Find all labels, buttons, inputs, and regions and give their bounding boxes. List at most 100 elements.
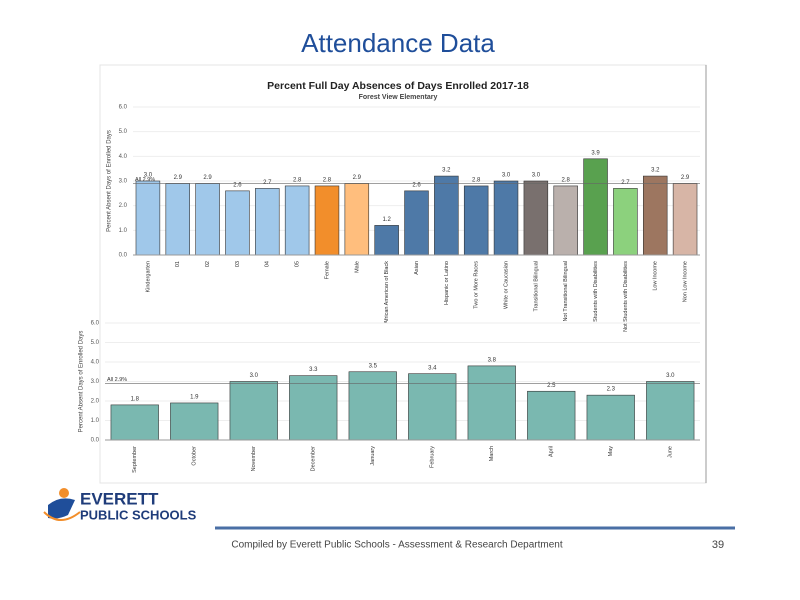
y-tick-label: 6.0 bbox=[91, 321, 100, 327]
bar bbox=[613, 188, 638, 256]
x-tick-label: February bbox=[430, 446, 436, 468]
x-tick-label: 05 bbox=[295, 261, 301, 267]
y-tick-label: 0.0 bbox=[91, 438, 100, 444]
chart-subtitle: Forest View Elementary bbox=[359, 94, 438, 101]
data-label: 1.2 bbox=[382, 217, 391, 223]
x-tick-label: Transitional Bilingual bbox=[533, 261, 539, 312]
bar bbox=[255, 188, 280, 256]
x-tick-label: Low Income bbox=[653, 261, 659, 291]
y-tick-label: 3.0 bbox=[119, 179, 128, 185]
x-tick-label: Male bbox=[354, 261, 360, 273]
bar bbox=[314, 185, 340, 256]
bar bbox=[110, 404, 159, 441]
bar bbox=[586, 394, 635, 441]
bar bbox=[408, 373, 457, 441]
bar bbox=[583, 158, 608, 256]
x-tick-label: April bbox=[549, 446, 555, 457]
x-tick-label: 04 bbox=[265, 261, 271, 267]
data-label: 2.7 bbox=[263, 180, 272, 186]
data-label: 2.8 bbox=[323, 178, 332, 184]
x-tick-label: June bbox=[668, 446, 674, 458]
footer: Compiled by Everett Public Schools - Ass… bbox=[231, 540, 562, 551]
chart-title: Percent Full Day Absences of Days Enroll… bbox=[267, 80, 529, 92]
bar bbox=[434, 175, 459, 256]
y-tick-label: 6.0 bbox=[119, 105, 128, 111]
x-tick-label: Female bbox=[324, 261, 330, 279]
reference-label: All 2.9% bbox=[107, 377, 127, 383]
data-label: 3.8 bbox=[488, 357, 497, 363]
x-tick-label: Kindergarten bbox=[145, 261, 151, 293]
logo-figure bbox=[48, 498, 75, 519]
data-label: 1.9 bbox=[190, 395, 199, 401]
bar bbox=[523, 180, 549, 256]
bar bbox=[225, 190, 250, 256]
data-label: 2.8 bbox=[472, 178, 481, 184]
y-tick-label: 1.0 bbox=[91, 418, 100, 424]
y-tick-label: 2.0 bbox=[91, 399, 100, 405]
data-label: 2.9 bbox=[353, 175, 362, 181]
x-tick-label: Two or More Races bbox=[474, 261, 480, 309]
logo-text: EVERETT bbox=[80, 489, 159, 508]
logo: EVERETT PUBLIC SCHOOLS bbox=[43, 488, 197, 522]
x-tick-label: November bbox=[251, 446, 257, 472]
y-tick-label: 5.0 bbox=[91, 340, 100, 346]
bar bbox=[553, 185, 578, 256]
bar bbox=[289, 375, 338, 441]
data-label: 2.6 bbox=[233, 182, 242, 188]
x-tick-label: Hispanic or Latino bbox=[444, 261, 450, 305]
data-label: 3.2 bbox=[442, 168, 451, 174]
x-tick-label: Not Transitional Bilingual bbox=[563, 261, 569, 322]
x-tick-label: 02 bbox=[205, 261, 211, 267]
data-label: 3.0 bbox=[532, 173, 541, 179]
x-tick-label: January bbox=[370, 446, 376, 466]
bar bbox=[284, 185, 310, 256]
data-label: 3.0 bbox=[502, 173, 511, 179]
y-axis-label: Percent Absent Days of Enrolled Days bbox=[79, 331, 85, 433]
x-tick-label: African American of Black bbox=[384, 261, 390, 324]
data-label: 2.3 bbox=[607, 387, 616, 393]
bar bbox=[165, 183, 190, 256]
page-number: 39 bbox=[712, 539, 724, 551]
data-label: 1.8 bbox=[131, 396, 140, 402]
bar bbox=[467, 365, 516, 441]
x-tick-label: March bbox=[489, 446, 495, 461]
bar bbox=[527, 390, 576, 441]
data-label: 3.0 bbox=[250, 373, 259, 379]
bar bbox=[229, 381, 278, 441]
logo-swoosh bbox=[43, 511, 81, 521]
data-label: 3.0 bbox=[666, 373, 675, 379]
data-label: 3.5 bbox=[369, 363, 378, 369]
data-label: 3.3 bbox=[309, 367, 318, 373]
data-label: 3.4 bbox=[428, 365, 437, 371]
data-label: 2.9 bbox=[681, 175, 690, 181]
bar bbox=[344, 183, 370, 256]
y-axis-label: Percent Absent Days of Enrolled Days bbox=[107, 130, 113, 232]
y-tick-label: 4.0 bbox=[91, 360, 100, 366]
x-tick-label: December bbox=[311, 446, 317, 472]
bar bbox=[374, 225, 399, 256]
y-tick-label: 4.0 bbox=[119, 154, 128, 160]
bar bbox=[170, 402, 219, 441]
data-label: 2.9 bbox=[203, 175, 212, 181]
y-tick-label: 0.0 bbox=[119, 253, 128, 259]
x-tick-label: September bbox=[132, 446, 138, 473]
x-tick-label: White or Caucasian bbox=[503, 261, 509, 309]
x-tick-label: 03 bbox=[235, 261, 241, 267]
data-label: 2.6 bbox=[412, 182, 421, 188]
bar bbox=[195, 183, 220, 256]
x-tick-label: 01 bbox=[175, 261, 181, 267]
bar bbox=[463, 185, 489, 256]
y-tick-label: 5.0 bbox=[119, 129, 128, 135]
x-tick-label: Asian bbox=[414, 261, 420, 275]
slide-title: Attendance Data bbox=[301, 28, 495, 58]
bar bbox=[404, 190, 429, 256]
bar bbox=[646, 381, 695, 441]
data-label: 3.0 bbox=[144, 173, 153, 179]
x-tick-label: Students with Disabilities bbox=[593, 261, 599, 322]
data-label: 2.8 bbox=[562, 178, 571, 184]
y-tick-label: 2.0 bbox=[119, 203, 128, 209]
y-tick-label: 3.0 bbox=[91, 379, 100, 385]
x-tick-label: Not Students with Disabilities bbox=[623, 261, 629, 332]
data-label: 3.2 bbox=[651, 168, 660, 174]
